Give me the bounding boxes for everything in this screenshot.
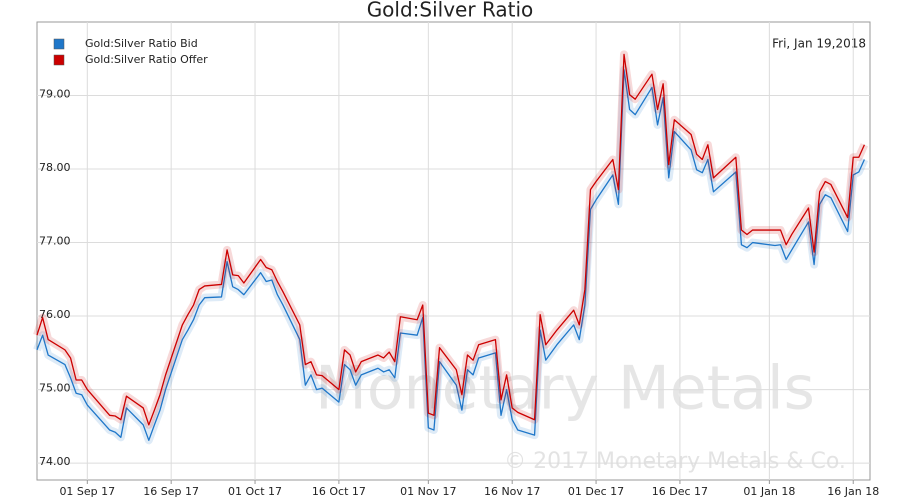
x-tick-label: 16 Jan 18 <box>827 485 879 498</box>
plot-frame <box>36 21 871 481</box>
y-tick-label: 75.00 <box>39 382 71 395</box>
y-tick-label: 78.00 <box>39 161 71 174</box>
x-tick-label: 01 Oct 17 <box>228 485 282 498</box>
legend-swatch <box>53 54 65 66</box>
y-tick-label: 79.00 <box>39 88 71 101</box>
y-tick-label: 74.00 <box>39 455 71 468</box>
y-tick-label: 77.00 <box>39 235 71 248</box>
series-line <box>36 69 866 441</box>
series-line <box>36 53 866 426</box>
x-tick-label: 01 Nov 17 <box>400 485 456 498</box>
chart-title: Gold:Silver Ratio <box>367 0 534 22</box>
x-tick-label: 01 Sep 17 <box>59 485 115 498</box>
x-tick-label: 16 Nov 17 <box>484 485 540 498</box>
watermark: Monetary Metals <box>315 354 815 424</box>
x-tick-label: 01 Jan 18 <box>743 485 795 498</box>
date-label: Fri, Jan 19,2018 <box>772 37 866 51</box>
x-tick-label: 16 Oct 17 <box>312 485 366 498</box>
legend-label: Gold:Silver Ratio Offer <box>85 53 208 66</box>
copyright: © 2017 Monetary Metals & Co. <box>504 449 846 474</box>
y-tick-label: 76.00 <box>39 308 71 321</box>
x-tick-label: 01 Dec 17 <box>568 485 624 498</box>
x-tick-label: 16 Sep 17 <box>143 485 199 498</box>
legend-swatch <box>53 38 65 50</box>
legend-label: Gold:Silver Ratio Bid <box>85 37 198 50</box>
x-tick-label: 16 Dec 17 <box>652 485 708 498</box>
